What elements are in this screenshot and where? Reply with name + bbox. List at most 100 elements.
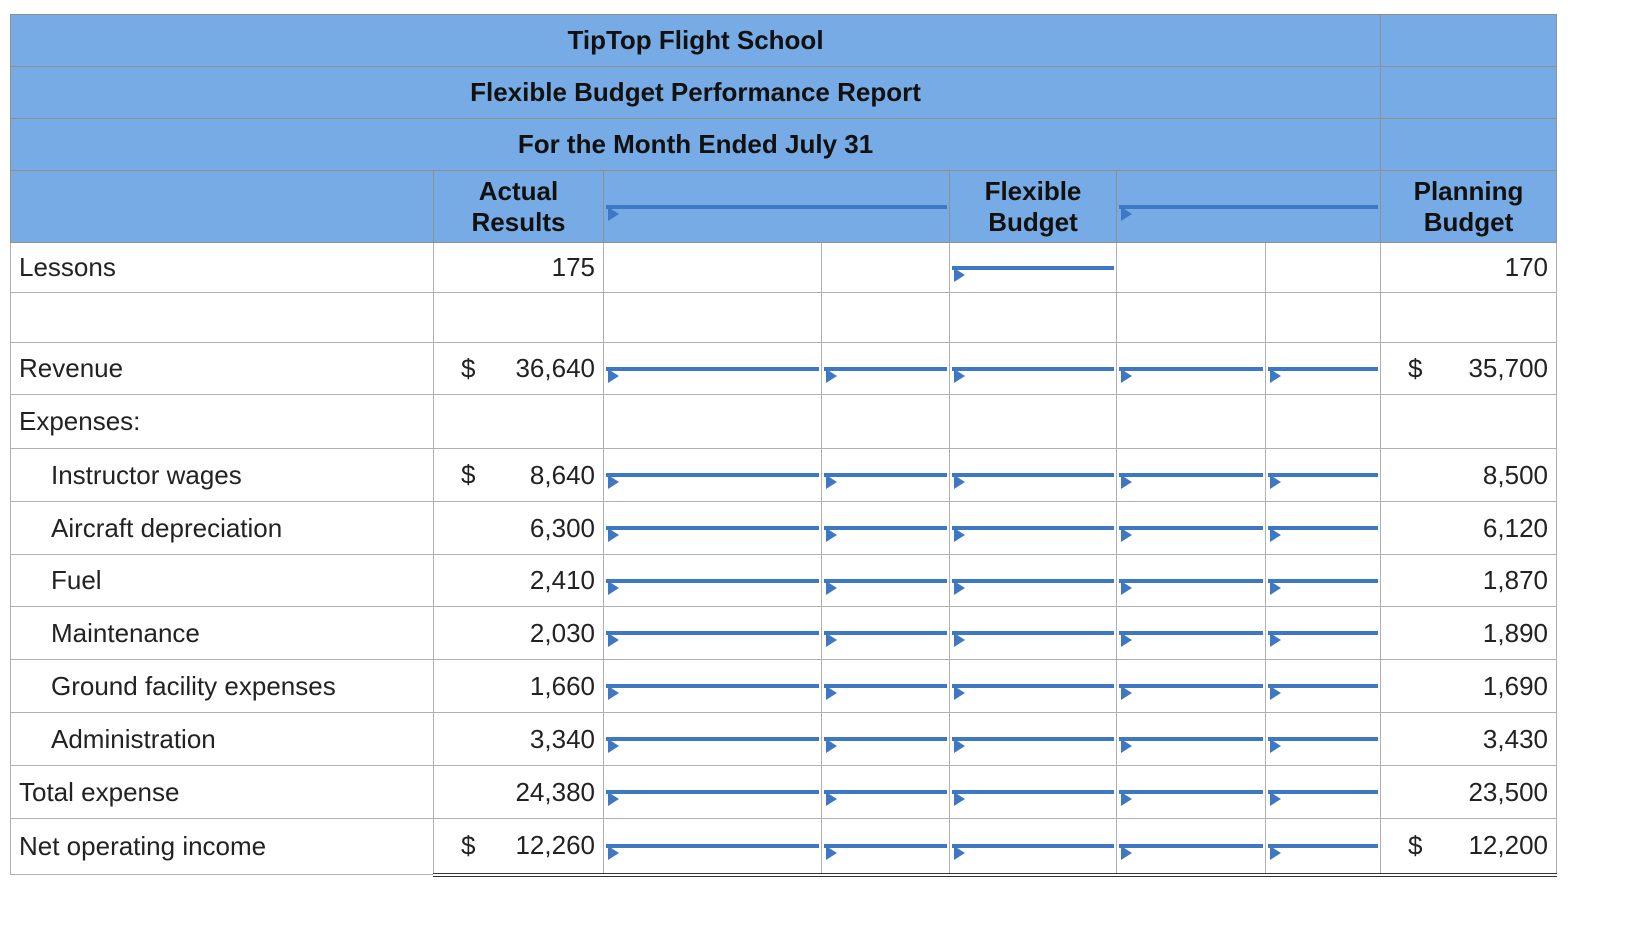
input-box[interactable] [1268,473,1378,489]
input-box[interactable] [824,790,947,806]
input-box[interactable] [952,843,1114,860]
input-box[interactable] [824,366,947,383]
input-box[interactable] [952,790,1114,806]
administration-input-5[interactable] [1265,712,1381,766]
input-box[interactable] [1119,473,1263,489]
input-box[interactable] [952,737,1114,753]
revenue-input-3[interactable] [949,342,1117,395]
instructor-wages-input-5[interactable] [1265,448,1381,502]
ground-facility-input-1[interactable] [603,659,822,713]
input-box[interactable] [606,631,819,647]
fuel-input-5[interactable] [1265,554,1381,607]
maintenance-input-3[interactable] [949,606,1117,660]
instructor-wages-input-4[interactable] [1116,448,1266,502]
input-box[interactable] [824,684,947,700]
input-box[interactable] [1119,578,1263,595]
input-box[interactable] [1119,790,1263,806]
revenue-input-5[interactable] [1265,342,1381,395]
input-box[interactable] [1119,684,1263,700]
fuel-input-1[interactable] [603,554,822,607]
revenue-input-1[interactable] [603,342,822,395]
dropdown-marker-icon [954,267,965,282]
input-box[interactable] [606,684,819,700]
input-box[interactable] [824,843,947,860]
ground-facility-input-5[interactable] [1265,659,1381,713]
input-box[interactable] [606,204,947,221]
revenue-input-2[interactable] [821,342,950,395]
input-box[interactable] [606,737,819,753]
input-box[interactable] [952,631,1114,647]
input-box[interactable] [1268,631,1378,647]
input-box[interactable] [952,684,1114,700]
input-box[interactable] [606,578,819,595]
maintenance-input-4[interactable] [1116,606,1266,660]
input-box[interactable] [1268,843,1378,860]
maintenance-input-5[interactable] [1265,606,1381,660]
input-box[interactable] [824,473,947,489]
total-expense-input-5[interactable] [1265,765,1381,819]
ground-facility-input-2[interactable] [821,659,950,713]
dropdown-marker-icon [608,475,619,489]
aircraft-depreciation-input-5[interactable] [1265,501,1381,555]
input-box[interactable] [1268,790,1378,806]
spending-variance-header-input[interactable] [1116,170,1381,243]
input-box[interactable] [1119,366,1263,383]
input-box[interactable] [606,790,819,806]
administration-input-2[interactable] [821,712,950,766]
fuel-input-4[interactable] [1116,554,1266,607]
maintenance-input-2[interactable] [821,606,950,660]
administration-input-1[interactable] [603,712,822,766]
input-box[interactable] [606,526,819,542]
ground-facility-input-3[interactable] [949,659,1117,713]
input-box[interactable] [824,578,947,595]
total-expense-input-3[interactable] [949,765,1117,819]
aircraft-depreciation-input-2[interactable] [821,501,950,555]
input-box[interactable] [952,526,1114,542]
input-box[interactable] [606,843,819,860]
input-box[interactable] [1119,737,1263,753]
dropdown-marker-icon [1270,633,1281,647]
revenue-input-4[interactable] [1116,342,1266,395]
input-box[interactable] [952,366,1114,383]
aircraft-depreciation-input-3[interactable] [949,501,1117,555]
input-box[interactable] [1268,684,1378,700]
input-box[interactable] [952,473,1114,489]
flexible-lessons-input[interactable] [949,242,1117,293]
input-box[interactable] [1268,737,1378,753]
total-expense-input-2[interactable] [821,765,950,819]
input-box[interactable] [1119,526,1263,542]
total-expense-input-4[interactable] [1116,765,1266,819]
input-box[interactable] [952,265,1114,282]
net-operating-income-input-2[interactable] [821,818,950,877]
net-operating-income-input-3[interactable] [949,818,1117,877]
input-box[interactable] [952,578,1114,595]
administration-input-4[interactable] [1116,712,1266,766]
ground-facility-input-4[interactable] [1116,659,1266,713]
instructor-wages-input-3[interactable] [949,448,1117,502]
net-operating-income-input-5[interactable] [1265,818,1381,877]
activity-variance-header-input[interactable] [603,170,950,243]
input-box[interactable] [1119,204,1378,221]
input-box[interactable] [1119,843,1263,860]
instructor-wages-input-1[interactable] [603,448,822,502]
total-expense-input-1[interactable] [603,765,822,819]
input-box[interactable] [1268,366,1378,383]
maintenance-input-1[interactable] [603,606,822,660]
input-box[interactable] [824,737,947,753]
net-operating-income-input-1[interactable] [603,818,822,877]
input-box[interactable] [824,631,947,647]
input-box[interactable] [1119,631,1263,647]
input-box[interactable] [606,366,819,383]
input-box[interactable] [824,526,947,542]
aircraft-depreciation-input-1[interactable] [603,501,822,555]
input-box[interactable] [606,473,819,489]
aircraft-depreciation-input-4[interactable] [1116,501,1266,555]
input-box[interactable] [1268,578,1378,595]
fuel-input-2[interactable] [821,554,950,607]
blank-cell [603,292,822,343]
administration-input-3[interactable] [949,712,1117,766]
net-operating-income-input-4[interactable] [1116,818,1266,877]
input-box[interactable] [1268,526,1378,542]
instructor-wages-input-2[interactable] [821,448,950,502]
fuel-input-3[interactable] [949,554,1117,607]
